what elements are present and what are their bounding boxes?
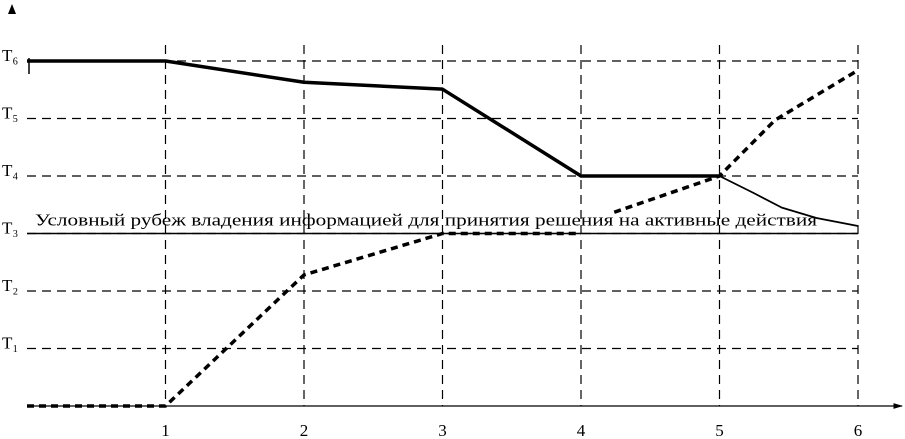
y-tick-label: T₂ <box>2 276 18 295</box>
y-tick-label: T₅ <box>2 103 18 122</box>
y-axis-arrow <box>8 4 16 14</box>
annotation: Условный рубеж владения информацией для … <box>35 210 817 229</box>
line-series <box>27 68 859 408</box>
x-tick-label: 3 <box>438 421 447 439</box>
x-tick-label: 5 <box>715 421 724 439</box>
y-tick-label: T₄ <box>2 161 18 180</box>
line-series <box>27 59 720 178</box>
y-tick-label: T₃ <box>2 218 18 237</box>
y-tick-label: T₆ <box>2 46 18 65</box>
line-series <box>719 175 859 227</box>
x-tick-label: 1 <box>161 421 170 439</box>
x-tick-label: 4 <box>577 421 586 439</box>
x-tick-label: 2 <box>300 421 309 439</box>
y-tick-label: T₁ <box>2 333 18 352</box>
x-tick-label: 6 <box>854 421 863 439</box>
